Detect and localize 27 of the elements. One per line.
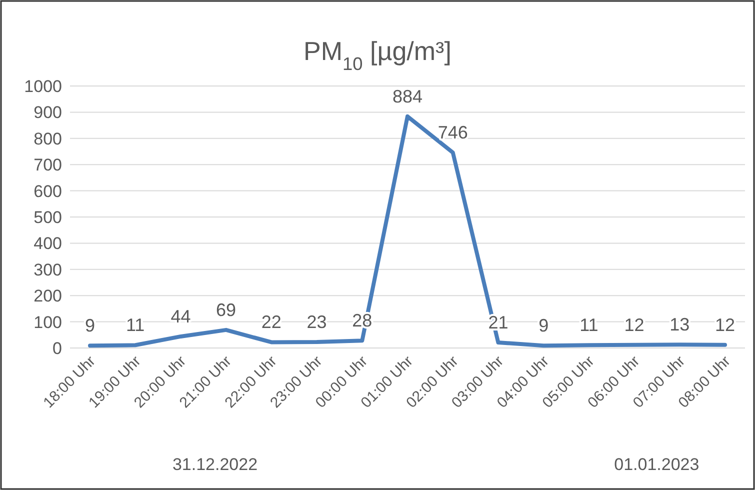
data-label: 11 bbox=[580, 315, 598, 336]
y-tick-label: 700 bbox=[34, 156, 62, 175]
text: 31.12.2022 bbox=[172, 455, 258, 474]
chart-title: PM$_{10}$ [µg/m³] bbox=[304, 36, 452, 74]
y-tick-label: 500 bbox=[34, 208, 62, 227]
data-label: 69 bbox=[216, 300, 236, 320]
data-label: 23 bbox=[306, 312, 327, 332]
y-tick-label: 400 bbox=[34, 234, 62, 254]
data-label: 11 bbox=[126, 315, 145, 336]
y-tick-label: 800 bbox=[34, 129, 62, 148]
y-tick-label: 900 bbox=[34, 103, 62, 122]
y-tick-label: 200 bbox=[34, 286, 62, 306]
y-tick-label: 0 bbox=[52, 339, 62, 358]
data-label: 13 bbox=[670, 314, 690, 335]
data-label: 44 bbox=[170, 306, 191, 326]
y-tick-label: 1000 bbox=[24, 77, 62, 96]
data-label: 22 bbox=[261, 312, 282, 332]
y-tick-label: 300 bbox=[34, 260, 62, 280]
y-tick-label: 100 bbox=[34, 312, 62, 332]
data-label: 9 bbox=[84, 316, 96, 336]
data-label: 884 bbox=[392, 86, 423, 106]
data-label: 746 bbox=[438, 122, 468, 143]
y-tick-label: 600 bbox=[34, 182, 62, 201]
text: 01.01.2023 bbox=[614, 455, 700, 474]
data-label: 9 bbox=[538, 316, 549, 336]
data-label: 12 bbox=[624, 314, 644, 335]
data-label: 12 bbox=[714, 314, 736, 335]
